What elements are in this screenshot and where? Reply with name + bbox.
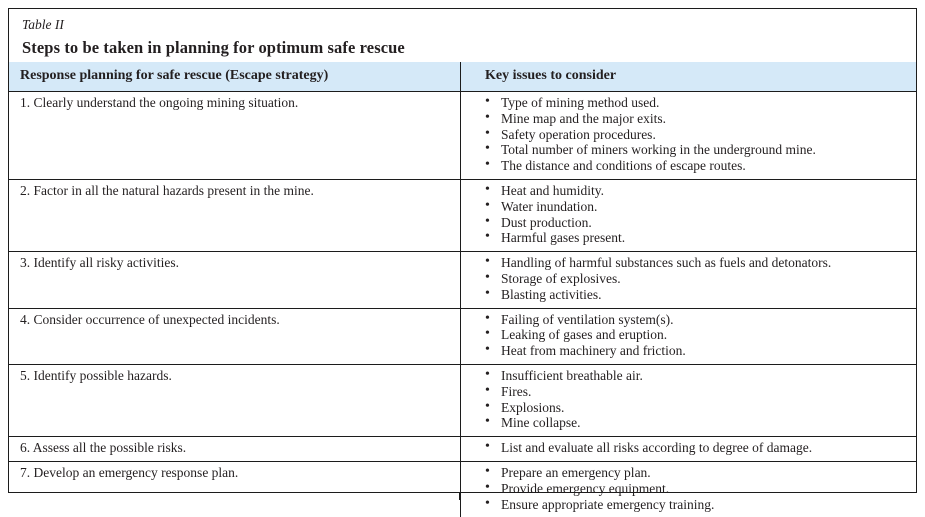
issue-item: Explosions. [461,399,908,416]
issue-item: Storage of explosives. [461,270,908,287]
issue-list: Insufficient breathable air.Fires.Explos… [461,367,908,433]
issue-item: Handling of harmful substances such as f… [461,254,908,271]
table-title: Steps to be taken in planning for optimu… [22,38,405,57]
issue-list: Handling of harmful substances such as f… [461,254,908,304]
issues-cell: Type of mining method used.Mine map and … [461,92,916,179]
issue-item: Ensure appropriate emergency training. [461,496,908,513]
issues-cell: Heat and humidity.Water inundation.Dust … [461,180,916,251]
step-cell: 5. Identify possible hazards. [9,364,461,437]
table-row: 2. Factor in all the natural hazards pre… [9,179,916,253]
issues-cell: Insufficient breathable air.Fires.Explos… [461,365,916,436]
issue-list: List and evaluate all risks according to… [461,439,908,458]
issue-item: Heat from machinery and friction. [461,342,908,359]
issue-item: Provide emergency equipment. [461,480,908,497]
step-cell: 4. Consider occurrence of unexpected inc… [9,308,461,364]
table-header-row: Response planning for safe rescue (Escap… [9,62,916,92]
issue-item: Total number of miners working in the un… [461,141,908,158]
issue-list: Prepare an emergency plan.Provide emerge… [461,464,908,514]
issue-item: Fires. [461,383,908,400]
issue-item: Blasting activities. [461,286,908,303]
issue-item: Failing of ventilation system(s). [461,311,908,328]
issues-cell: List and evaluate all risks according to… [461,437,916,461]
issue-item: Harmful gases present. [461,229,908,246]
column-divider-tail [459,492,461,500]
table-row: 5. Identify possible hazards.Insufficien… [9,364,916,438]
table-label: Table II [22,17,64,32]
issue-item: Leaking of gases and eruption. [461,326,908,343]
issue-list: Type of mining method used.Mine map and … [461,94,908,176]
issues-cell: Handling of harmful substances such as f… [461,252,916,307]
issue-item: Safety operation procedures. [461,126,908,143]
issue-item: List and evaluate all risks according to… [461,439,908,456]
table-row: 1. Clearly understand the ongoing mining… [9,92,916,180]
table-row: 4. Consider occurrence of unexpected inc… [9,308,916,365]
step-cell: 3. Identify all risky activities. [9,252,461,308]
issue-item: Water inundation. [461,198,908,215]
column-header-key-issues: Key issues to consider [485,68,617,83]
step-cell: 1. Clearly understand the ongoing mining… [9,92,461,179]
step-cell: 2. Factor in all the natural hazards pre… [9,179,461,252]
table-row: 6. Assess all the possible risks.List an… [9,437,916,462]
table-body: 1. Clearly understand the ongoing mining… [9,92,916,517]
table-2-container: Table II Steps to be taken in planning f… [8,8,917,517]
issue-item: Heat and humidity. [461,182,908,199]
page: Table II Steps to be taken in planning f… [0,0,925,500]
issue-item: Mine map and the major exits. [461,110,908,127]
issues-cell: Prepare an emergency plan.Provide emerge… [461,462,916,517]
issue-item: Mine collapse. [461,414,908,431]
step-cell: 7. Develop an emergency response plan. [9,461,461,517]
issue-list: Failing of ventilation system(s).Leaking… [461,311,908,361]
issue-item: Prepare an emergency plan. [461,464,908,481]
issue-item: Type of mining method used. [461,94,908,111]
issues-cell: Failing of ventilation system(s).Leaking… [461,309,916,364]
issue-item: Dust production. [461,214,908,231]
column-header-escape-strategy: Response planning for safe rescue (Escap… [9,62,461,91]
table-row: 7. Develop an emergency response plan.Pr… [9,461,916,517]
table-caption: Table II Steps to be taken in planning f… [9,9,916,62]
issue-item: Insufficient breathable air. [461,367,908,384]
issue-list: Heat and humidity.Water inundation.Dust … [461,182,908,248]
step-cell: 6. Assess all the possible risks. [9,437,461,461]
table-row: 3. Identify all risky activities.Handlin… [9,252,916,309]
issue-item: The distance and conditions of escape ro… [461,157,908,174]
